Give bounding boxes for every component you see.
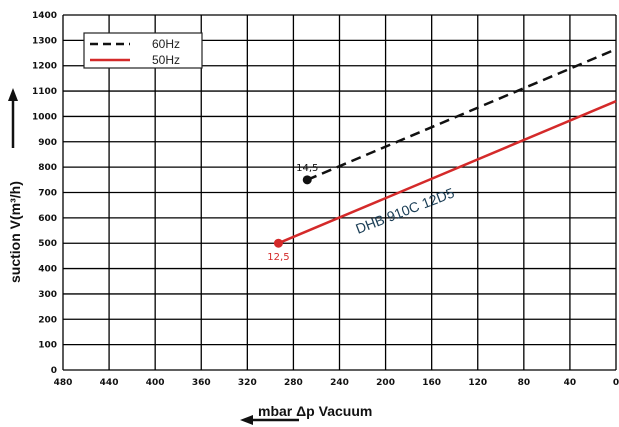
- y-tick-label: 0: [51, 366, 57, 376]
- y-axis-arrow: [8, 88, 18, 148]
- x-tick-label: 120: [468, 378, 487, 388]
- y-axis-ticks: 0 100 200 300 400 500 600 700 800 900 1000 1100 1200…: [32, 11, 57, 376]
- x-tick-label: 40: [564, 378, 577, 388]
- legend-label-60hz: 60Hz: [152, 37, 180, 51]
- x-tick-label: 480: [54, 378, 73, 388]
- grid-lines: [62, 14, 617, 371]
- x-axis-arrow: [240, 415, 299, 425]
- x-tick-label: 360: [192, 378, 211, 388]
- start-point-label: 14,5: [296, 163, 318, 174]
- x-tick-label: 200: [376, 378, 395, 388]
- y-tick-label: 600: [38, 214, 57, 224]
- y-tick-label: 500: [38, 239, 57, 249]
- series-lines: 14,5 12,5: [267, 48, 617, 263]
- x-axis-ticks: 480 440 400 360 320 280 240 200 160 120 80 40 0: [54, 378, 619, 388]
- y-axis-title: suction V(m³/h): [7, 181, 23, 283]
- series-line-50hz: [277, 100, 617, 245]
- x-tick-label: 160: [422, 378, 441, 388]
- y-tick-label: 200: [38, 315, 57, 325]
- y-tick-label: 1400: [32, 11, 57, 21]
- y-tick-label: 100: [38, 341, 57, 351]
- legend-label-50hz: 50Hz: [152, 53, 180, 67]
- start-point-50hz: [273, 238, 283, 248]
- y-tick-label: 300: [38, 290, 57, 300]
- legend-box: [83, 32, 203, 69]
- x-tick-label: 440: [100, 378, 119, 388]
- x-tick-label: 320: [238, 378, 257, 388]
- y-tick-label: 1200: [32, 62, 57, 72]
- series-line-60hz: [306, 48, 617, 181]
- x-axis-title: mbar Δp Vacuum: [258, 403, 372, 419]
- start-point-60hz: [302, 175, 312, 185]
- x-tick-label: 280: [284, 378, 303, 388]
- legend: 60Hz 50Hz: [83, 32, 203, 69]
- y-tick-label: 900: [38, 138, 57, 148]
- x-tick-label: 240: [330, 378, 349, 388]
- y-tick-label: 1000: [32, 112, 57, 122]
- x-tick-label: 400: [146, 378, 165, 388]
- y-tick-label: 1300: [32, 36, 57, 46]
- y-tick-label: 1100: [32, 87, 57, 97]
- y-tick-label: 700: [38, 189, 57, 199]
- y-tick-label: 400: [38, 265, 57, 275]
- y-tick-label: 800: [38, 163, 57, 173]
- x-tick-label: 0: [613, 378, 619, 388]
- x-tick-label: 80: [518, 378, 531, 388]
- start-point-label: 12,5: [267, 252, 289, 263]
